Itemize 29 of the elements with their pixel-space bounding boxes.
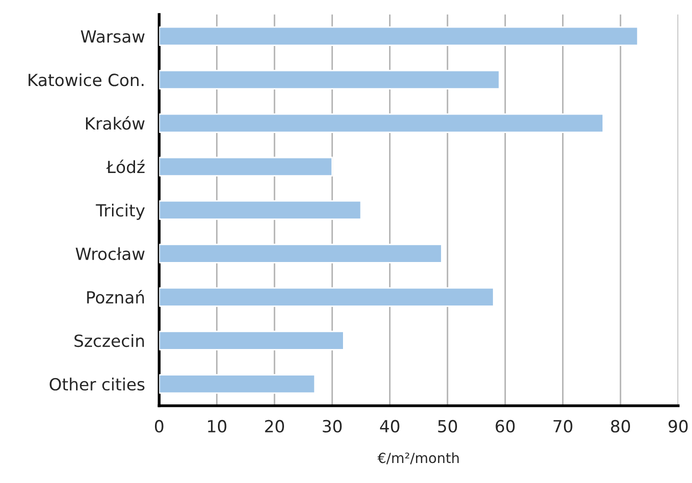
y-tick-label: Warsaw (80, 30, 145, 43)
x-tick-label: 10 (208, 420, 226, 433)
bar (159, 244, 442, 264)
bar (159, 70, 500, 90)
y-tick-label: Other cities (50, 378, 144, 391)
x-tick-label: 30 (322, 420, 342, 433)
x-tick-label: 90 (668, 420, 688, 433)
y-tick-label: Katowice Con. (28, 73, 144, 86)
y-tick-label: Kraków (86, 116, 145, 130)
x-tick-label: 80 (611, 420, 630, 433)
y-tick-label: Łódź (106, 160, 145, 174)
x-tick-label: 60 (496, 420, 515, 433)
bar (159, 113, 604, 133)
y-tick-label: Poznań (87, 290, 144, 304)
bar (159, 200, 362, 220)
x-tick-label: 50 (438, 420, 457, 433)
x-tick-label: 20 (265, 420, 284, 433)
bar (159, 330, 344, 350)
y-tick-label: Wrocław (76, 247, 145, 260)
y-tick-label: Szczecin (74, 334, 144, 348)
bar (159, 26, 638, 46)
bar (159, 287, 494, 307)
x-axis-title: €/m²/month (377, 452, 459, 464)
x-tick-label: 70 (554, 420, 572, 433)
bar (159, 156, 333, 176)
bar (159, 374, 316, 394)
x-tick-label: 40 (380, 420, 400, 433)
y-tick-label: Tricity (96, 204, 145, 220)
x-tick-label: 0 (154, 420, 164, 433)
